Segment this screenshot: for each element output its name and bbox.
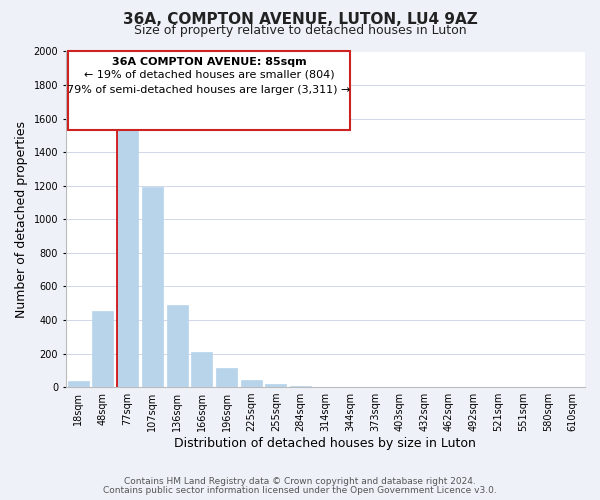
Text: Size of property relative to detached houses in Luton: Size of property relative to detached ho… [134, 24, 466, 37]
Text: 36A COMPTON AVENUE: 85sqm: 36A COMPTON AVENUE: 85sqm [112, 56, 306, 66]
Text: ← 19% of detached houses are smaller (804): ← 19% of detached houses are smaller (80… [83, 70, 334, 80]
Text: 36A, COMPTON AVENUE, LUTON, LU4 9AZ: 36A, COMPTON AVENUE, LUTON, LU4 9AZ [122, 12, 478, 28]
Y-axis label: Number of detached properties: Number of detached properties [15, 121, 28, 318]
Text: 79% of semi-detached houses are larger (3,311) →: 79% of semi-detached houses are larger (… [67, 85, 350, 95]
Bar [265, 384, 286, 387]
Text: Contains HM Land Registry data © Crown copyright and database right 2024.: Contains HM Land Registry data © Crown c… [124, 477, 476, 486]
FancyBboxPatch shape [68, 52, 350, 130]
X-axis label: Distribution of detached houses by size in Luton: Distribution of detached houses by size … [175, 437, 476, 450]
Bar [92, 310, 113, 387]
Bar [290, 386, 311, 387]
Bar [117, 118, 138, 387]
Bar [241, 380, 262, 387]
Bar [167, 305, 188, 387]
Bar [142, 188, 163, 387]
Bar [191, 352, 212, 387]
Bar [68, 381, 89, 387]
Text: Contains public sector information licensed under the Open Government Licence v3: Contains public sector information licen… [103, 486, 497, 495]
Bar [216, 368, 237, 387]
